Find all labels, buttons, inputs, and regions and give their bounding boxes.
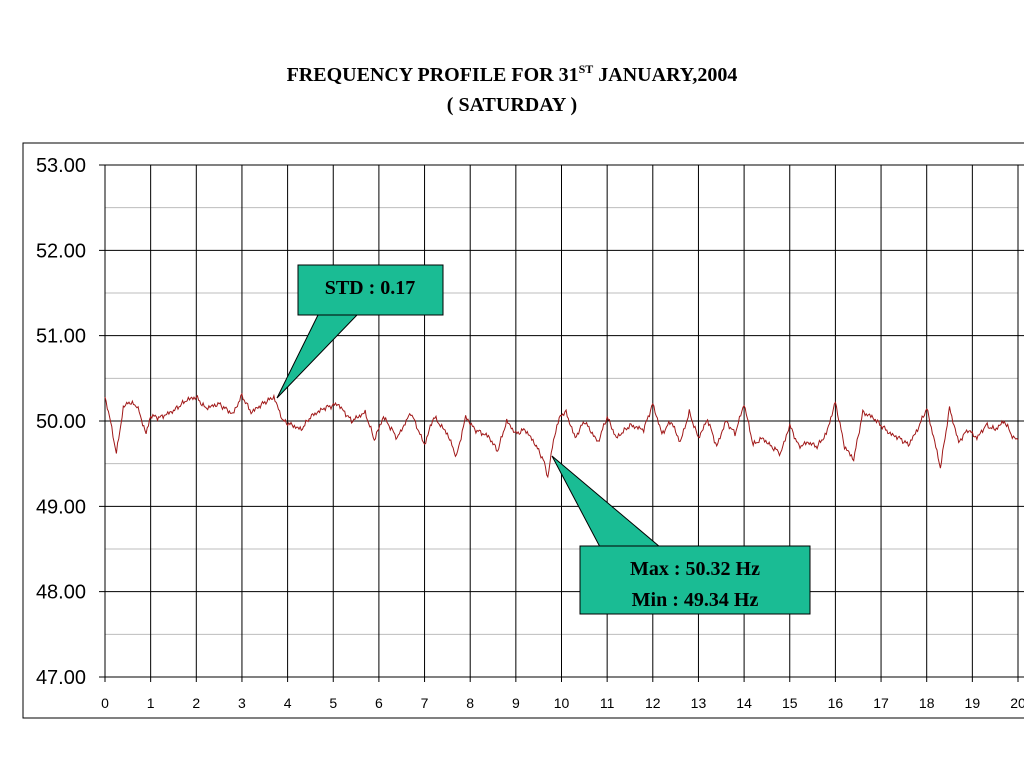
x-tick-label: 4 <box>284 695 292 711</box>
x-tick-labels: 0 1 2 3 4 5 6 7 8 9 10 11 12 13 14 15 16 17 18 19 20 <box>101 695 1024 711</box>
y-tick-label: 51.00 <box>36 326 86 348</box>
x-tick-label: 5 <box>329 695 337 711</box>
max-callout-text: Max : 50.32 Hz <box>630 558 760 580</box>
x-tick-label: 11 <box>600 695 615 711</box>
chart-title: FREQUENCY PROFILE FOR 31ST JANUARY,2004 … <box>0 60 1024 120</box>
y-tick-labels: 47.00 48.00 49.00 50.00 51.00 52.00 53.00 <box>36 155 86 689</box>
chart-title-line2: ( SATURDAY ) <box>446 94 578 116</box>
y-tick-label: 48.00 <box>36 582 86 604</box>
y-tick-label: 50.00 <box>36 411 86 433</box>
x-tick-label: 20 <box>1010 695 1024 711</box>
x-tick-label: 13 <box>691 695 707 711</box>
x-tick-label: 2 <box>192 695 200 711</box>
std-callout-text: STD : 0.17 <box>325 277 416 299</box>
y-tick-label: 52.00 <box>36 240 86 262</box>
title-line1-post: JANUARY,2004 <box>593 64 738 86</box>
title-line1-sup: ST <box>578 62 594 76</box>
x-tick-label: 17 <box>873 695 889 711</box>
maxmin-callout-box <box>579 545 811 615</box>
title-line1-pre: FREQUENCY PROFILE FOR 31 <box>286 64 579 86</box>
x-tick-label: 19 <box>965 695 981 711</box>
chart-frame <box>22 142 1024 719</box>
major-gridlines <box>99 164 1024 682</box>
x-tick-label: 0 <box>101 695 109 711</box>
x-tick-label: 7 <box>421 695 429 711</box>
x-tick-label: 9 <box>512 695 520 711</box>
x-tick-label: 16 <box>828 695 844 711</box>
std-callout-box <box>297 264 444 316</box>
chart-title-line1: FREQUENCY PROFILE FOR 31ST JANUARY,2004 <box>0 60 1024 90</box>
x-tick-label: 10 <box>554 695 570 711</box>
y-tick-label: 53.00 <box>36 155 86 177</box>
x-tick-label: 14 <box>736 695 752 711</box>
x-tick-label: 1 <box>147 695 155 711</box>
x-tick-label: 18 <box>919 695 935 711</box>
x-tick-label: 6 <box>375 695 383 711</box>
x-tick-label: 8 <box>466 695 474 711</box>
x-tick-label: 12 <box>645 695 661 711</box>
frequency-series-line <box>104 392 1019 479</box>
x-tick-label: 3 <box>238 695 246 711</box>
std-callout-pointer <box>276 314 359 399</box>
y-tick-label: 49.00 <box>36 496 86 518</box>
min-callout-text: Min : 49.34 Hz <box>632 589 759 611</box>
x-tick-label: 15 <box>782 695 798 711</box>
maxmin-callout-pointer <box>551 455 662 548</box>
y-tick-label: 47.00 <box>36 667 86 689</box>
